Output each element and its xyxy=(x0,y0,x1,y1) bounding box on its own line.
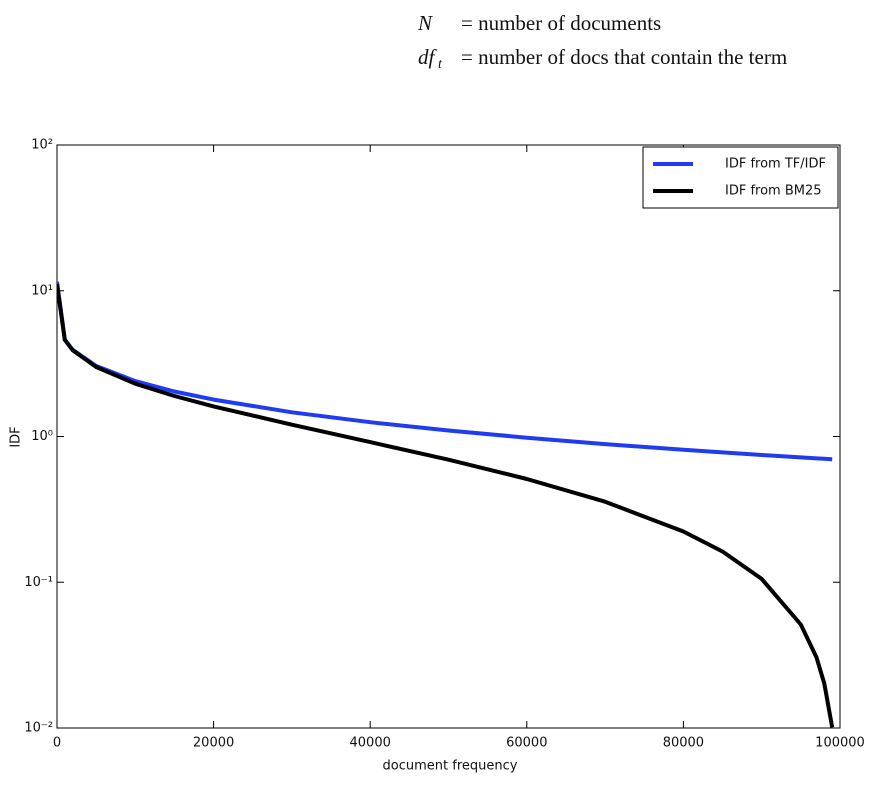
x-tick-label: 60000 xyxy=(506,736,547,751)
line-series xyxy=(57,281,833,462)
formula-subscript: t xyxy=(438,57,443,72)
plot-frame xyxy=(56,144,841,729)
x-tick-label: 100000 xyxy=(815,736,865,751)
x-tick-label: 20000 xyxy=(193,736,234,751)
plot-area xyxy=(57,281,835,728)
formula-text: = number of docs that contain the term xyxy=(461,45,787,69)
formula-text: = number of documents xyxy=(461,11,661,35)
y-tick-label: 10⁻² xyxy=(24,721,53,736)
legend-label: IDF from TF/IDF xyxy=(725,157,826,172)
x-tick-label: 80000 xyxy=(663,736,704,751)
legend-box xyxy=(642,146,839,209)
y-tick-label: 10² xyxy=(31,138,53,153)
line-series xyxy=(57,283,835,728)
formula-symbol: N xyxy=(417,11,433,35)
y-axis-label: IDF xyxy=(9,426,24,447)
y-tick-label: 10¹ xyxy=(31,283,53,298)
formula-symbol: df xyxy=(418,45,438,69)
x-tick-label: 0 xyxy=(53,736,61,751)
legend-label: IDF from BM25 xyxy=(725,184,822,199)
y-tick-label: 10⁰ xyxy=(31,429,53,444)
y-tick-label: 10⁻¹ xyxy=(24,575,53,590)
x-tick-label: 40000 xyxy=(350,736,391,751)
x-axis-label: document frequency xyxy=(383,759,518,774)
